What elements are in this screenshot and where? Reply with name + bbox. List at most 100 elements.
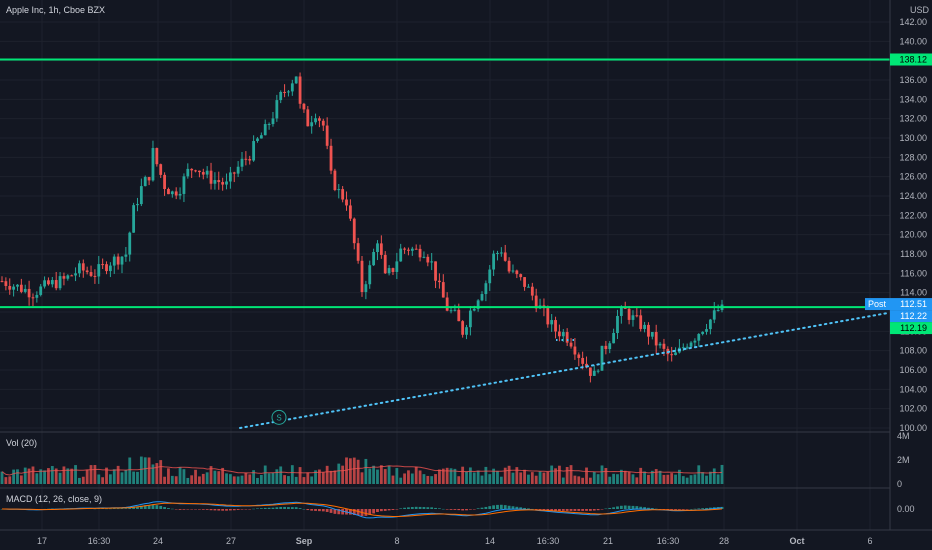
volume-bar [588,477,592,484]
macd-histogram-bar [577,509,581,511]
candle-body [190,168,194,171]
volume-bar [403,473,406,484]
trendline[interactable]: S [239,311,889,429]
volume-bar [136,471,139,484]
volume-bar [43,470,46,484]
volume-bar [325,465,329,484]
macd-histogram-bar [600,509,604,510]
volume-bar [643,471,646,484]
candle-body [352,218,356,244]
volume-bar [387,465,391,484]
candle-body [112,256,116,266]
macd-histogram-bar [225,509,228,511]
volume-bar [186,477,190,484]
time-axis[interactable]: 17 16:30 24 27 Sep 8 14 16:30 21 16:30 28 Oct 6 [0,529,932,546]
volume-bar [635,477,639,484]
price-tick-label: 128.00 [899,152,927,162]
candle-body [712,310,716,320]
candle-body [472,308,476,311]
candle-body [600,345,604,371]
macd-histogram-bar [561,509,565,511]
volume-bar [391,475,395,484]
macd-histogram-bar [116,508,120,510]
macd-panel[interactable]: MACD (12, 26, close, 9) [0,494,724,519]
volume-bar [31,466,35,484]
volume-bar [302,477,306,484]
price-axis-background [890,0,932,530]
price-axis[interactable]: USD 100.00102.00104.00106.00108.00110.00… [865,0,932,530]
close-price-box [890,322,932,335]
grid-lines [0,0,890,530]
candle-body [480,294,484,301]
macd-histogram-bar [279,506,283,509]
candle-body [527,286,530,288]
candle-body [240,158,244,167]
macd-histogram-bar [368,509,372,515]
candle-body [685,346,689,348]
macd-histogram-bar [422,507,426,509]
macd-histogram-bar [670,509,674,510]
candle-body [550,320,554,325]
trendline-marker-label: S [276,413,281,422]
volume-bar [89,465,93,484]
candle-body [430,261,434,263]
volume-bar [8,476,12,484]
macd-histogram-bar [511,506,515,509]
candle-body [70,275,74,277]
price-tick-label: 100.00 [899,423,927,433]
macd-histogram-bar [356,509,360,516]
time-tick-label: 28 [719,536,729,546]
macd-histogram-bar [708,507,712,509]
volume-bar [631,474,635,484]
candle-body [662,343,666,349]
candle-body [530,286,534,296]
volume-tick-label: 0 [897,479,902,489]
volume-bar [441,468,445,484]
price-tick-label: 104.00 [899,384,927,394]
macd-histogram-bar [217,509,221,511]
candle-body [186,168,190,177]
candle-body [228,172,232,182]
volume-bar [306,472,310,484]
macd-histogram-bar [143,505,147,509]
macd-histogram-bar [101,508,105,509]
candle-body [314,118,317,123]
volume-panel[interactable]: Vol (20) [0,438,724,484]
volume-bar [519,472,523,484]
macd-histogram-bar [414,506,418,509]
price-label-138: 138.12 [890,53,932,66]
candle-body [54,280,58,289]
price-tick-label: 118.00 [900,249,927,259]
candle-body [449,310,453,312]
volume-bar [499,476,503,484]
volume-bar [356,459,360,484]
volume-bar [35,473,39,484]
price-panel[interactable]: S Apple Inc, 1h, Cboe BZX [0,5,890,429]
candle-body [558,331,561,337]
volume-bar [290,465,294,484]
macd-histogram-bar [348,509,352,515]
macd-histogram-bar [693,508,697,510]
candle-body [507,260,511,272]
candle-body [318,118,321,121]
candle-body [705,329,708,332]
macd-histogram-bar [321,509,325,512]
candle-body [93,275,97,277]
candle-body [534,295,538,309]
volume-bar [256,477,259,484]
macd-histogram-bar [705,507,708,509]
volume-bar [12,469,16,484]
macd-histogram-bar [530,508,534,510]
volume-bar [47,468,50,484]
candle-body [697,333,701,341]
candle-body [484,283,488,295]
price-tick-label: 142.00 [899,17,927,27]
candle-body [182,176,186,194]
volume-bar [511,472,515,484]
candle-body [410,248,414,251]
volume-bar [112,469,116,484]
macd-histogram-bar [581,509,585,511]
price-tick-label: 136.00 [899,75,927,85]
time-tick-label: 16:30 [88,536,111,546]
